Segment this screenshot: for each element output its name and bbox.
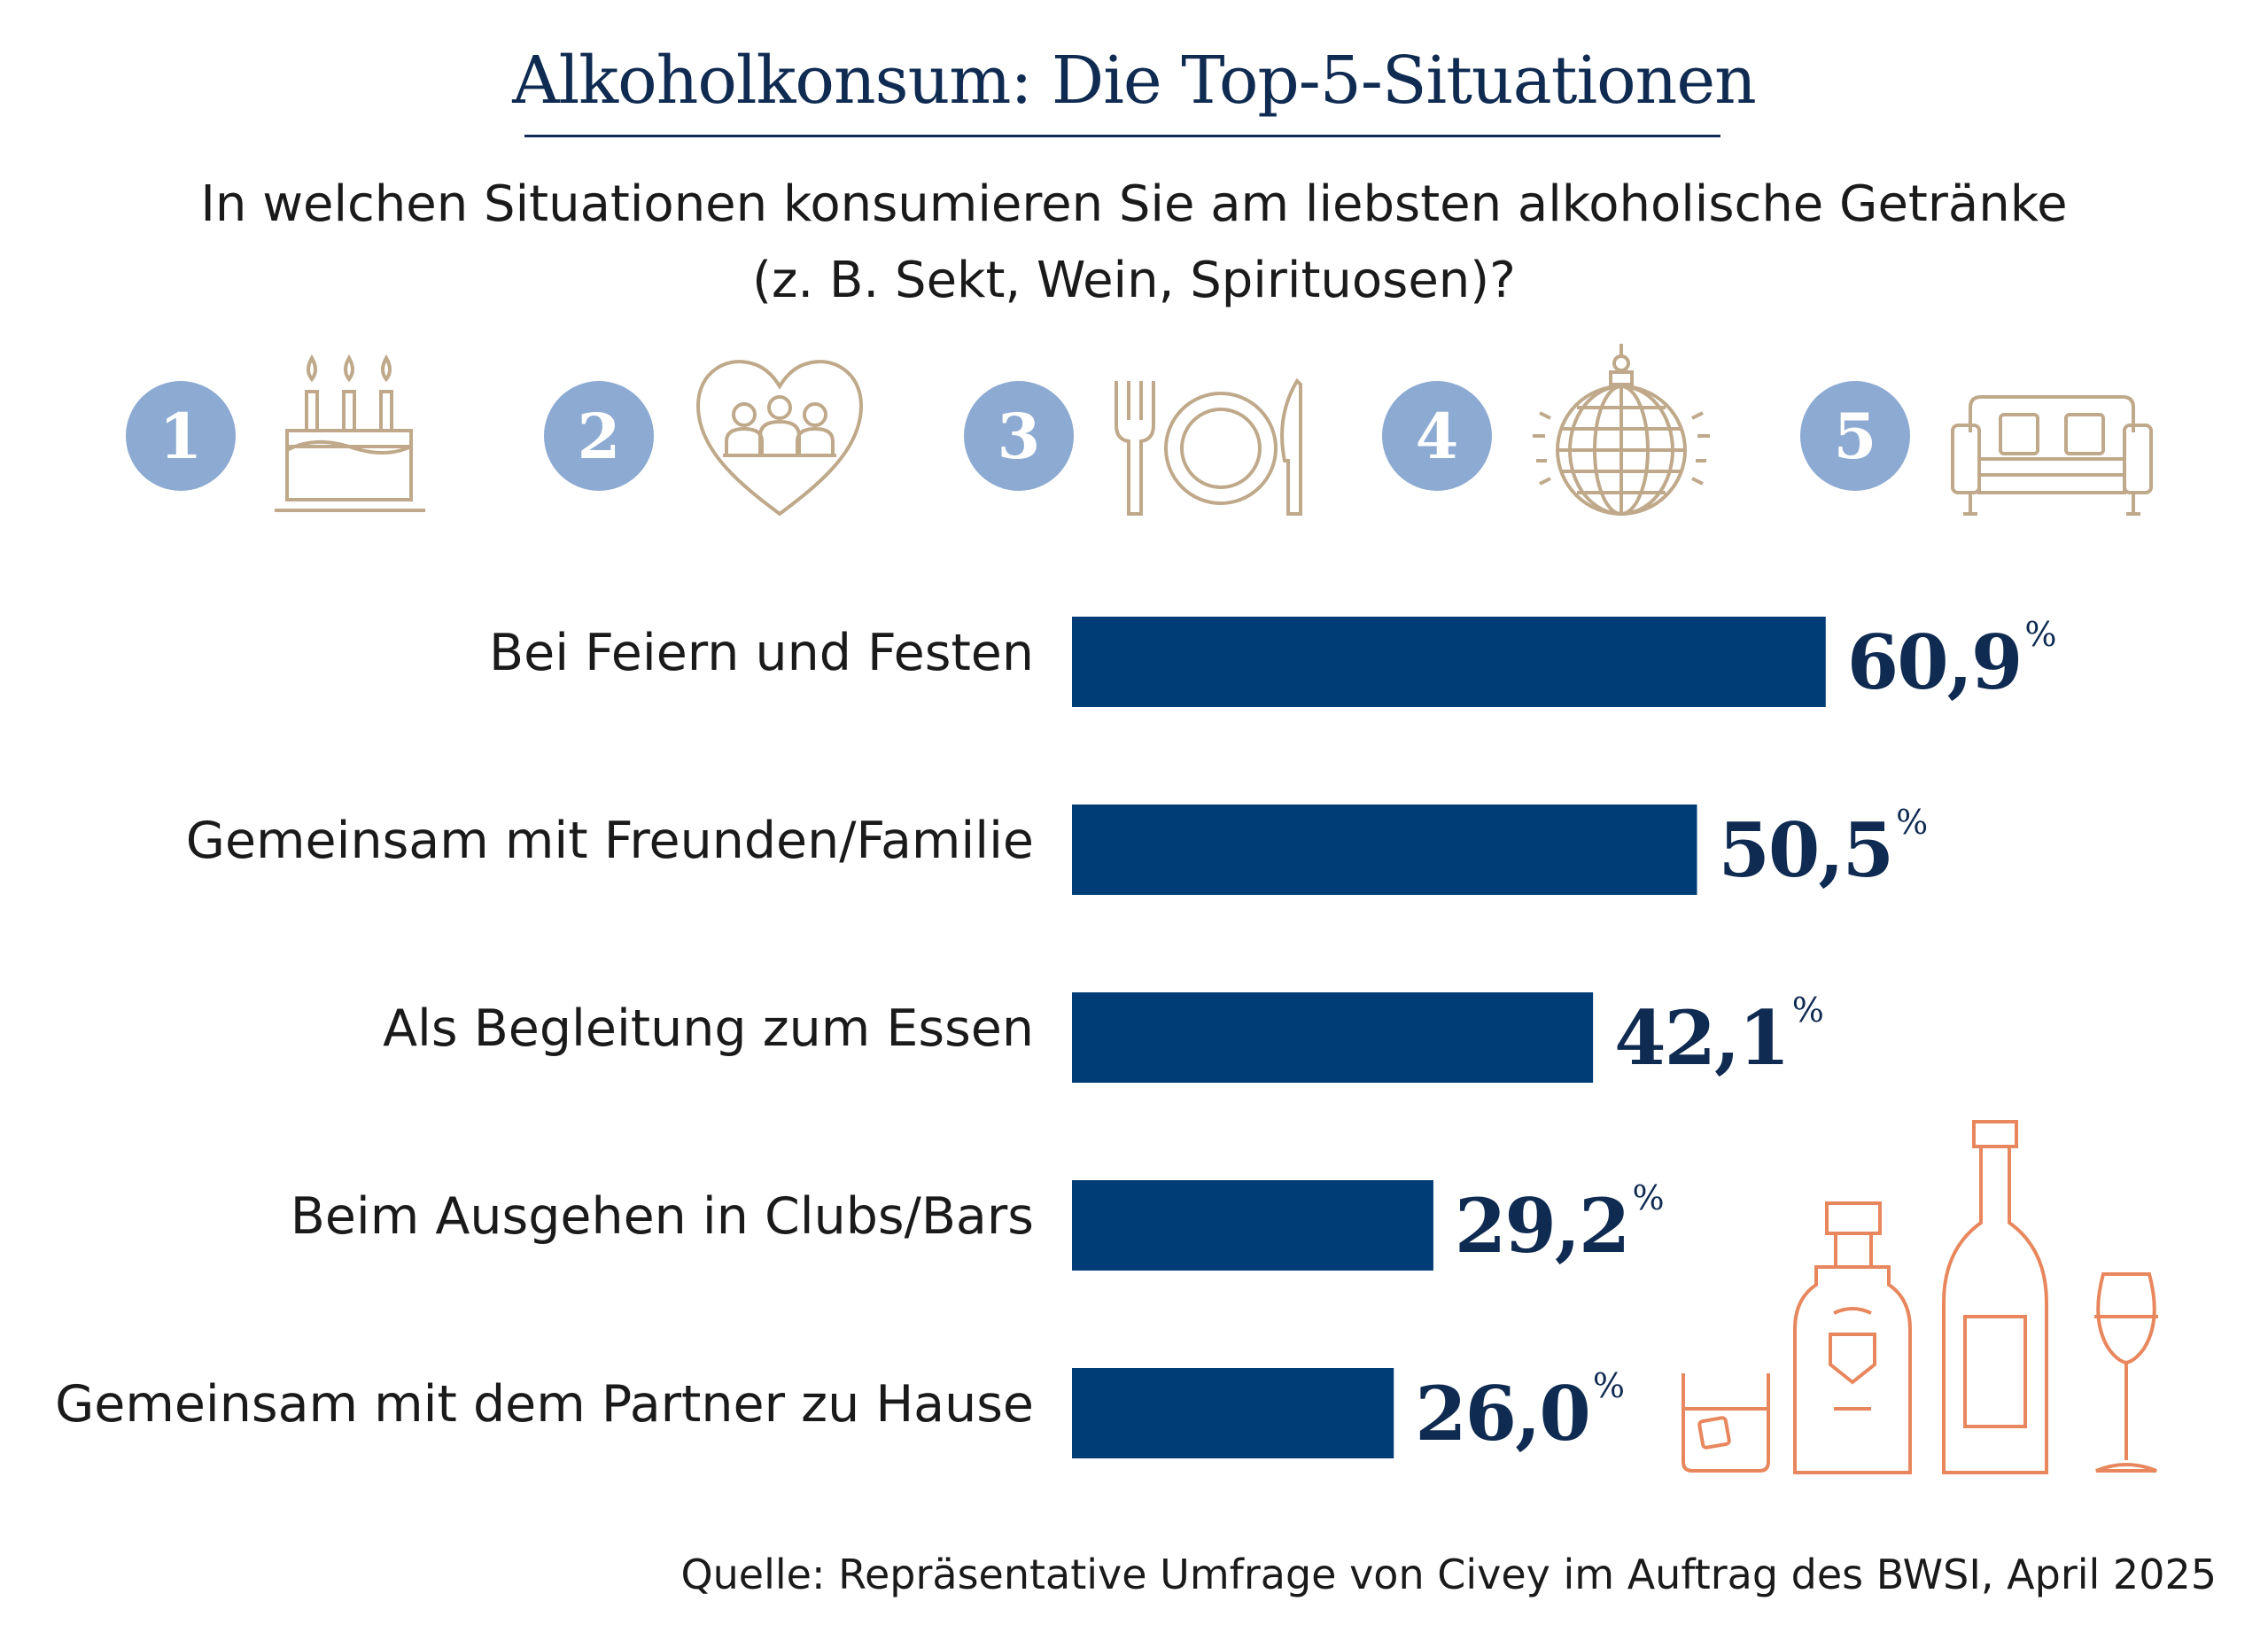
value-label-3: 42,1% bbox=[1614, 991, 1824, 1082]
rank-badge-3: 3 bbox=[964, 381, 1074, 491]
whisky-glass-icon bbox=[1682, 1373, 1770, 1473]
category-label-4: Beim Ausgehen in Clubs/Bars bbox=[290, 1187, 1034, 1246]
category-label-5: Gemeinsam mit dem Partner zu Hause bbox=[55, 1375, 1034, 1434]
liquor-bottle-icon bbox=[1793, 1201, 1912, 1474]
bar-2 bbox=[1072, 805, 1697, 895]
question-line-2: (z. B. Sekt, Wein, Spirituosen)? bbox=[752, 252, 1516, 309]
bar-3 bbox=[1072, 992, 1594, 1083]
birthday-cake-icon bbox=[275, 354, 425, 512]
source-note: Quelle: Repräsentative Umfrage von Civey… bbox=[680, 1551, 2217, 1598]
rank-badge-2: 2 bbox=[544, 381, 654, 491]
value-label-1: 60,9% bbox=[1846, 615, 2057, 706]
value-label-4: 29,2% bbox=[1454, 1178, 1665, 1270]
bar-1 bbox=[1072, 617, 1826, 707]
category-label-3: Als Begleitung zum Essen bbox=[383, 999, 1034, 1058]
survey-question: In welchen Situationen konsumieren Sie a… bbox=[0, 167, 2268, 319]
situation-icon-row: 1 2 3 bbox=[0, 337, 2268, 549]
plate-cutlery-icon bbox=[1115, 377, 1302, 516]
rank-badge-1: 1 bbox=[126, 381, 236, 491]
category-label-2: Gemeinsam mit Freunden/Familie bbox=[185, 812, 1034, 870]
drinks-illustration bbox=[1682, 1120, 2158, 1474]
sofa-icon bbox=[1951, 395, 2153, 516]
rank-badge-4: 4 bbox=[1382, 381, 1492, 491]
question-line-1: In welchen Situationen konsumieren Sie a… bbox=[200, 175, 2068, 233]
value-label-2: 50,5% bbox=[1718, 803, 1929, 894]
value-label-5: 26,0% bbox=[1415, 1366, 1625, 1458]
heart-people-icon bbox=[695, 360, 864, 517]
wine-glass-icon bbox=[2094, 1272, 2158, 1473]
category-label-1: Bei Feiern und Festen bbox=[489, 624, 1034, 682]
bar-5 bbox=[1072, 1368, 1394, 1458]
chart-title: Alkoholkonsum: Die Top-5-Situationen bbox=[512, 43, 1757, 119]
bar-4 bbox=[1072, 1180, 1433, 1271]
disco-ball-icon bbox=[1533, 344, 1710, 516]
rank-badge-5: 5 bbox=[1800, 381, 1910, 491]
wine-bottle-icon bbox=[1942, 1120, 2048, 1474]
title-underline bbox=[524, 135, 1720, 137]
